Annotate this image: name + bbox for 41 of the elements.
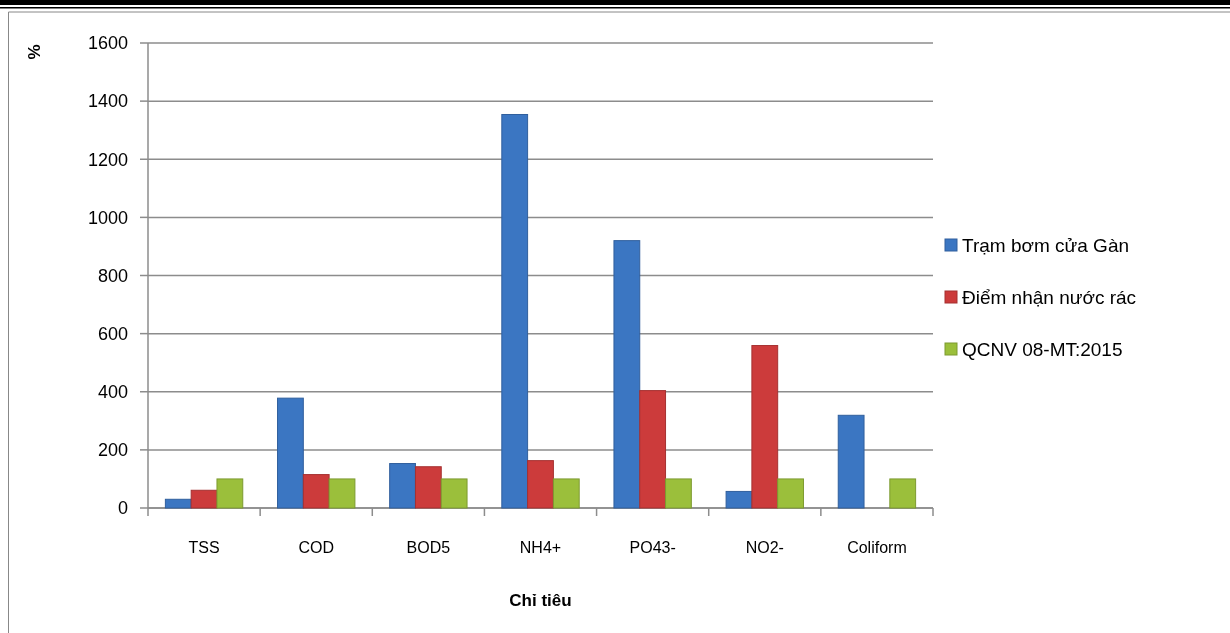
bar xyxy=(277,397,304,509)
bar xyxy=(216,478,244,509)
bar xyxy=(389,463,416,509)
bar xyxy=(527,460,554,509)
y-tick-label: 400 xyxy=(97,382,128,403)
x-axis-title: Chỉ tiêu xyxy=(509,591,572,610)
x-tick-label: NO2- xyxy=(745,539,784,556)
y-tick-label: 800 xyxy=(97,265,128,286)
x-tick-label: PO43- xyxy=(629,539,676,556)
bar xyxy=(837,414,865,509)
x-tick-label: Coliform xyxy=(847,539,907,556)
y-tick-label: 1200 xyxy=(87,149,128,170)
bar xyxy=(639,390,667,509)
bar xyxy=(552,478,580,509)
bar xyxy=(665,478,692,509)
bar xyxy=(190,489,218,509)
bar xyxy=(414,466,442,509)
bar xyxy=(751,345,779,509)
y-tick-label: 0 xyxy=(117,498,128,519)
y-tick-label: 1000 xyxy=(87,207,128,228)
x-tick-label: BOD5 xyxy=(406,539,451,556)
x-tick-label: TSS xyxy=(188,539,220,556)
y-tick-label: 200 xyxy=(97,440,128,461)
y-tick-label: 1600 xyxy=(87,33,128,54)
legend-label: Điểm nhận nước rác xyxy=(962,286,1137,308)
x-tick-label: NH4+ xyxy=(519,539,562,556)
bar xyxy=(613,240,641,509)
bar xyxy=(164,498,192,509)
x-tick-label: COD xyxy=(298,539,334,556)
legend-label: QCNV 08-MT:2015 xyxy=(962,338,1123,360)
y-tick-label: 1400 xyxy=(87,91,128,112)
bar xyxy=(440,478,468,509)
legend-label: Trạm bơm cửa Gàn xyxy=(962,234,1130,256)
bar xyxy=(328,478,356,509)
y-tick-label: 600 xyxy=(97,323,128,344)
bar xyxy=(725,490,753,509)
bar xyxy=(777,478,804,509)
bar xyxy=(302,474,330,509)
y-axis-title: % xyxy=(25,44,44,60)
bar xyxy=(889,478,917,509)
bar xyxy=(501,113,529,509)
